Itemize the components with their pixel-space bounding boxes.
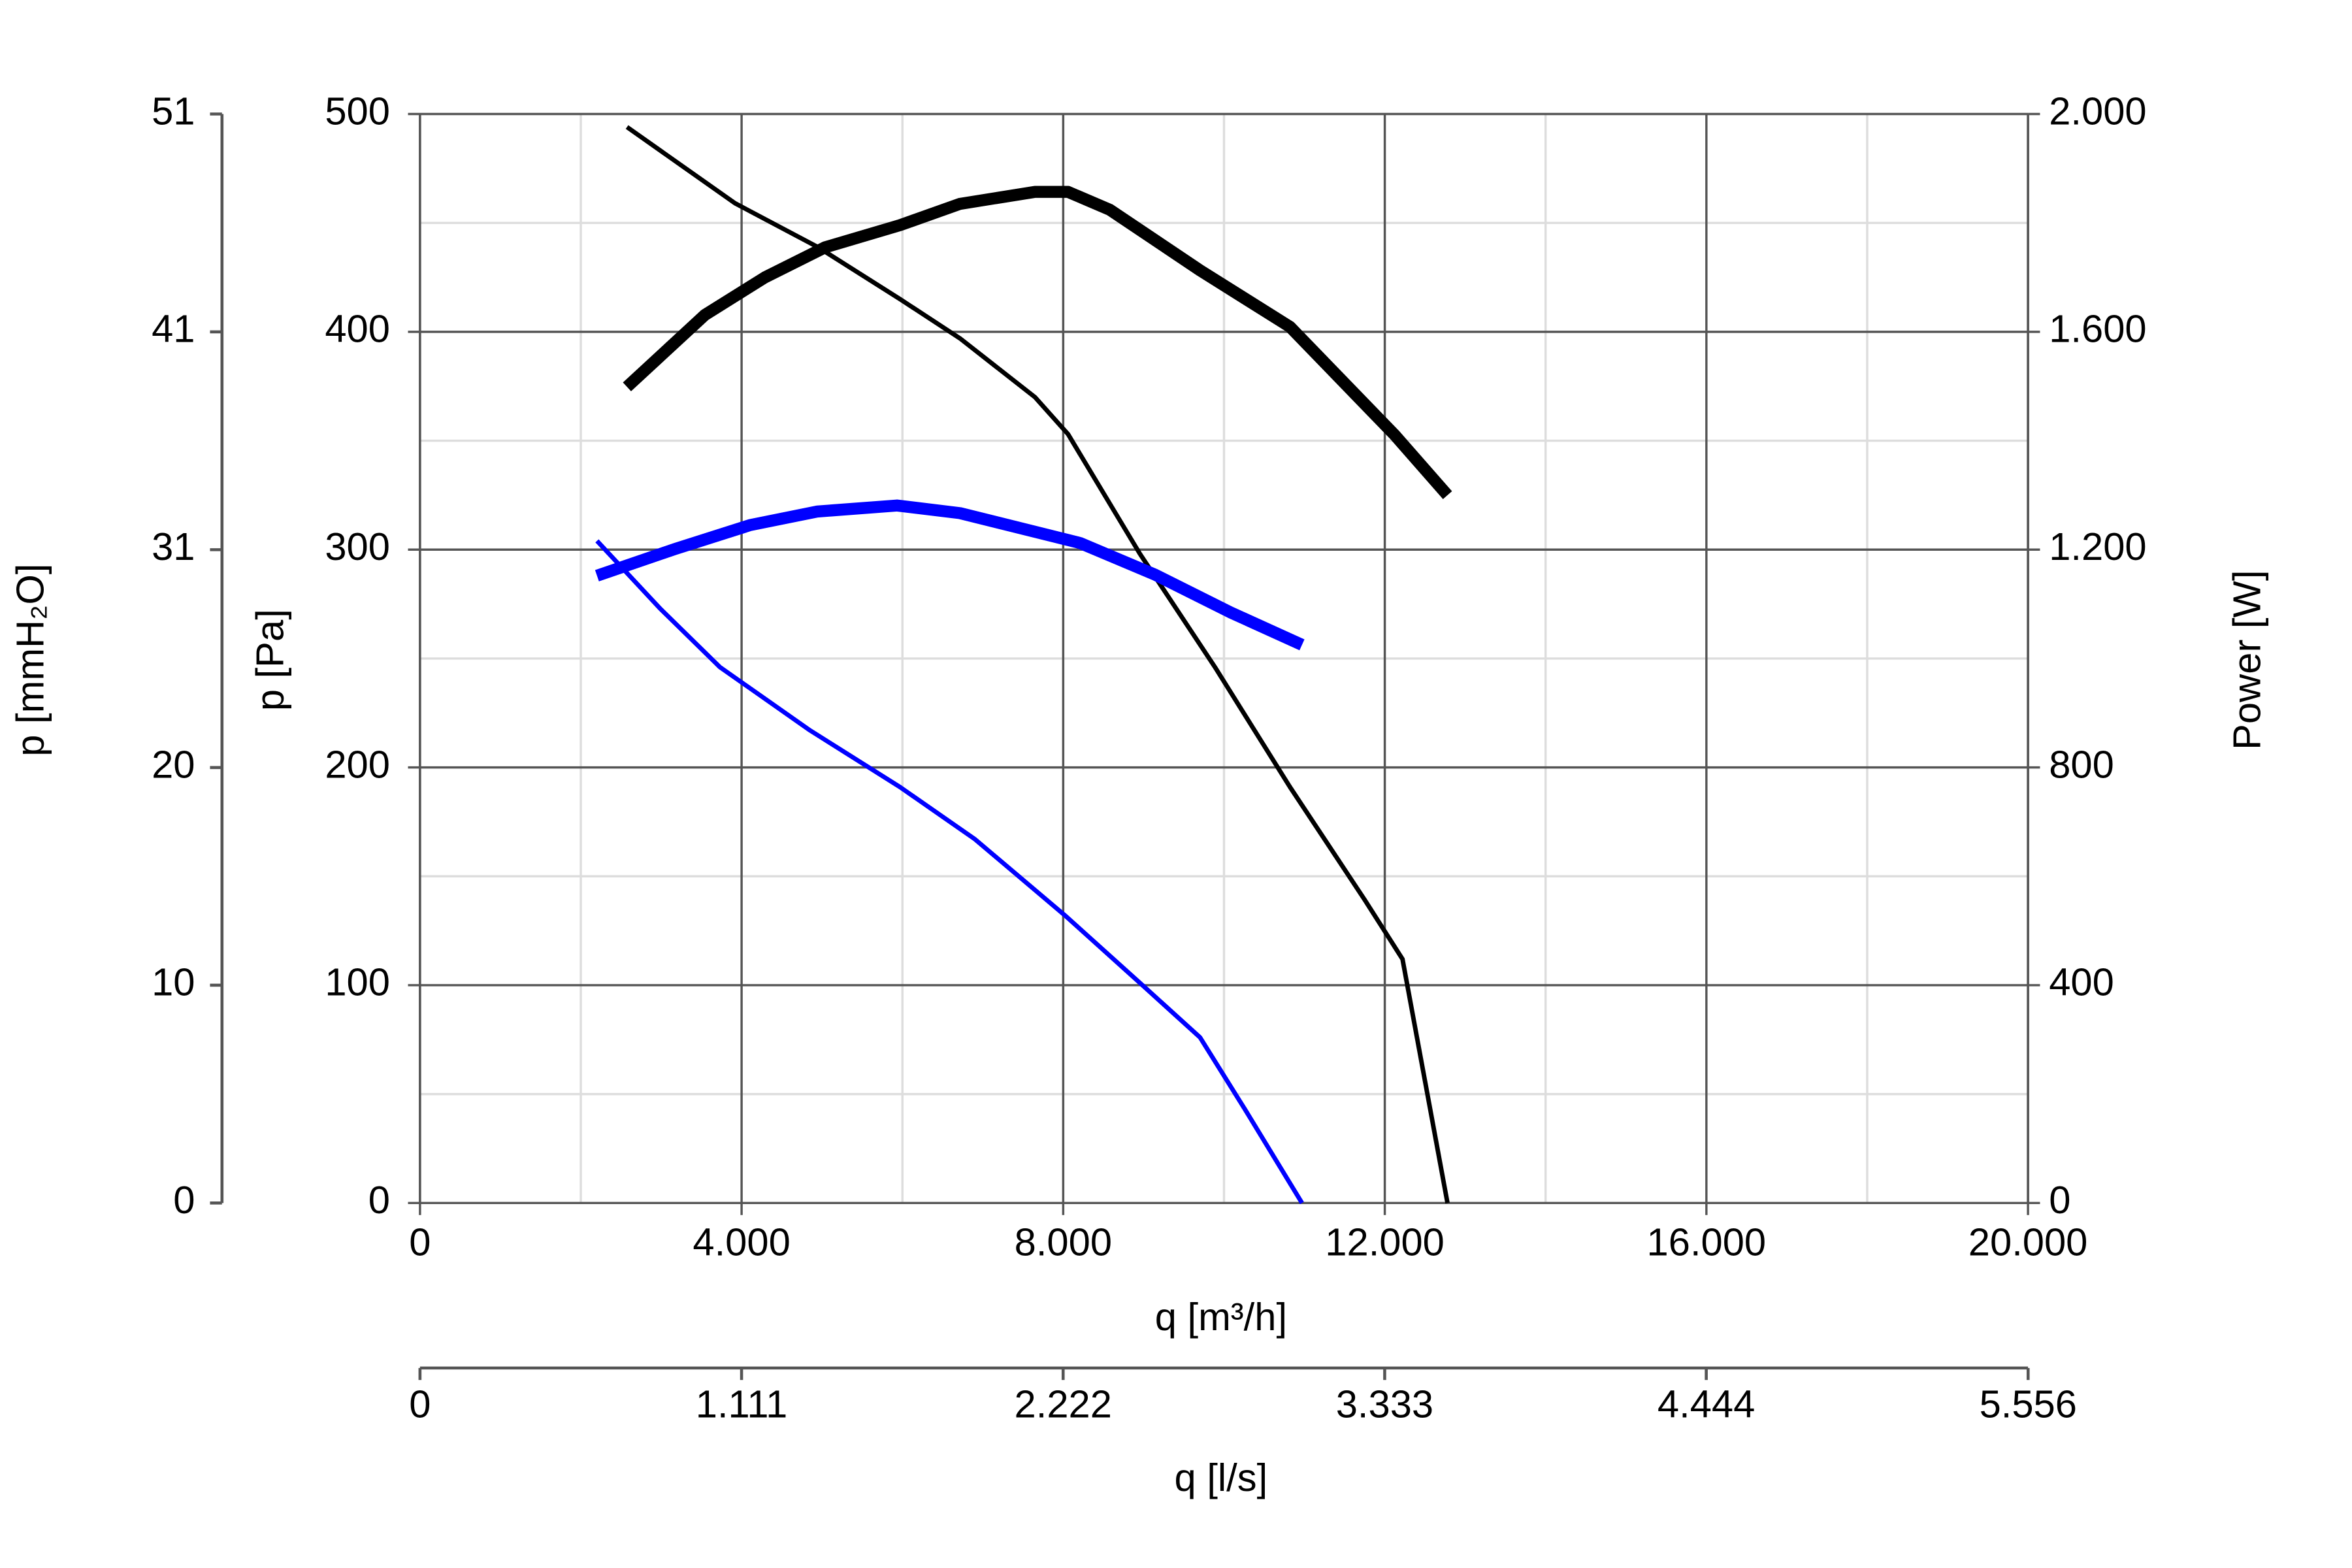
- x-tick-label: 20.000: [1968, 1220, 2088, 1264]
- x-tick-label: 8.000: [1015, 1220, 1112, 1264]
- x-tick-label: 12.000: [1325, 1220, 1445, 1264]
- curve: [623, 186, 1452, 499]
- y-tick-label: 300: [325, 525, 390, 568]
- y3-axis-label: p [mmH₂O]: [8, 564, 52, 757]
- x2-tick-label: 4.444: [1658, 1382, 1755, 1426]
- y2-tick-label: 2.000: [2049, 89, 2146, 133]
- y-tick-label: 500: [325, 89, 390, 133]
- x2-tick-label: 1.111: [696, 1382, 788, 1426]
- x-tick-label: 4.000: [693, 1220, 790, 1264]
- x2-axis-label: q [l/s]: [1175, 1456, 1268, 1499]
- curve: [595, 539, 1304, 1205]
- y2-tick-label: 0: [2049, 1178, 2070, 1222]
- y2-tick-label: 1.200: [2049, 525, 2146, 568]
- y3-tick-label: 41: [152, 307, 195, 351]
- y2-axis-label: Power [W]: [2225, 570, 2269, 750]
- x2-tick-label: 0: [409, 1382, 431, 1426]
- y2-tick-label: 400: [2049, 960, 2114, 1004]
- curve: [625, 125, 1450, 1203]
- x2-tick-label: 2.222: [1015, 1382, 1112, 1426]
- x-axis-label: q [m³/h]: [1155, 1295, 1287, 1339]
- x-tick-label: 16.000: [1647, 1220, 1767, 1264]
- y-tick-label: 0: [368, 1178, 390, 1222]
- y-tick-label: 400: [325, 307, 390, 351]
- x-tick-label: 0: [409, 1220, 431, 1264]
- y3-tick-label: 10: [152, 960, 195, 1004]
- y3-tick-label: 0: [173, 1178, 195, 1222]
- y3-tick-label: 51: [152, 89, 195, 133]
- y3-tick-label: 31: [152, 525, 195, 568]
- curve: [595, 499, 1305, 651]
- y-tick-label: 100: [325, 960, 390, 1004]
- y2-tick-label: 1.600: [2049, 307, 2146, 351]
- y-tick-label: 200: [325, 742, 390, 786]
- x2-tick-label: 5.556: [1980, 1382, 2077, 1426]
- x2-tick-label: 3.333: [1336, 1382, 1433, 1426]
- y-axis-label: p [Pa]: [248, 609, 292, 711]
- y3-tick-label: 20: [152, 743, 195, 787]
- y2-tick-label: 800: [2049, 742, 2114, 786]
